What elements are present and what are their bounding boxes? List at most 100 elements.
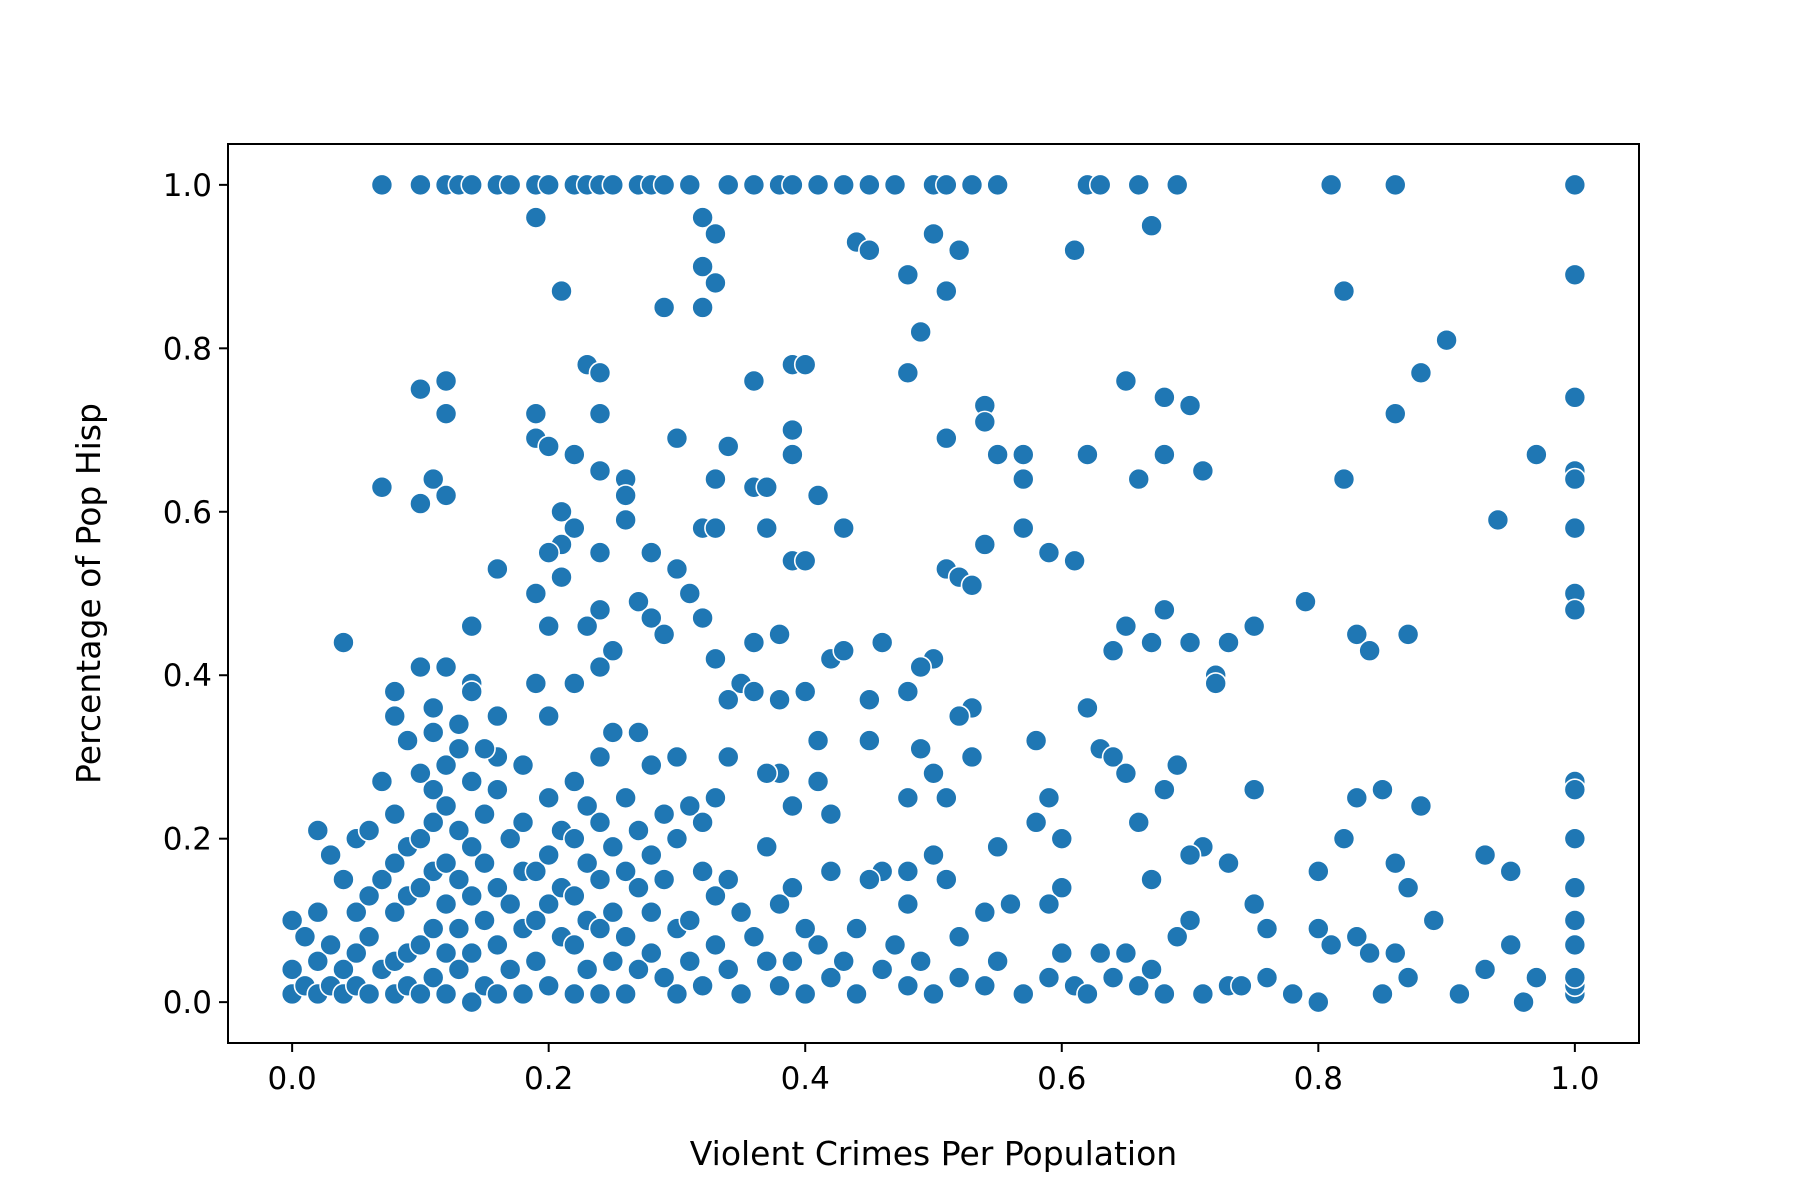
point (781, 794, 804, 818)
point (858, 688, 881, 712)
y-tick-label: 0.4 (163, 658, 212, 694)
point (1178, 394, 1202, 417)
point (1525, 443, 1548, 466)
point (498, 173, 522, 197)
point (1383, 173, 1407, 197)
point (409, 761, 432, 785)
point (691, 606, 714, 630)
point (1127, 811, 1151, 834)
point (768, 688, 791, 712)
point (691, 860, 714, 883)
point (1011, 467, 1035, 491)
point (1422, 909, 1446, 932)
point (845, 917, 868, 940)
point (1114, 369, 1138, 393)
point (678, 173, 702, 197)
point (447, 819, 471, 842)
point (1153, 982, 1176, 1006)
point (1230, 974, 1253, 998)
point (409, 173, 432, 197)
point (486, 704, 509, 728)
point (1435, 328, 1458, 352)
point (588, 811, 612, 834)
point (460, 835, 484, 859)
point (806, 484, 830, 507)
point (1024, 729, 1048, 752)
point (1383, 851, 1407, 875)
point (1037, 966, 1061, 989)
point (1563, 966, 1587, 989)
point (986, 835, 1009, 859)
point (1153, 598, 1176, 622)
point (704, 884, 727, 908)
point (1063, 549, 1086, 573)
point (601, 900, 625, 924)
point (537, 704, 560, 728)
point (1153, 386, 1176, 409)
point (896, 974, 920, 998)
point (781, 876, 804, 900)
point (563, 933, 586, 957)
point (742, 369, 766, 393)
point (1448, 982, 1471, 1006)
point (319, 843, 342, 867)
point (973, 410, 997, 434)
point (306, 900, 330, 924)
point (1563, 778, 1587, 801)
point (1563, 173, 1587, 197)
point (639, 606, 663, 630)
point (1332, 279, 1356, 303)
point (563, 516, 586, 540)
point (1332, 467, 1356, 491)
point (652, 173, 676, 197)
point (409, 492, 432, 515)
point (781, 418, 804, 442)
point (909, 320, 932, 344)
point (691, 974, 714, 998)
point (678, 582, 702, 605)
point (332, 631, 355, 654)
point (370, 475, 394, 499)
point (383, 680, 407, 703)
point (1563, 467, 1587, 491)
point (1140, 631, 1163, 654)
point (652, 868, 676, 891)
point (421, 917, 445, 940)
point (383, 851, 407, 875)
point (588, 402, 612, 426)
point (1409, 361, 1433, 385)
point (1345, 786, 1369, 810)
point (421, 696, 445, 720)
point (537, 435, 560, 458)
point (357, 819, 381, 842)
point (563, 982, 586, 1006)
point (1140, 868, 1163, 891)
point (409, 876, 432, 900)
point (935, 279, 958, 303)
point (473, 909, 496, 932)
point (460, 884, 484, 908)
point (704, 467, 727, 491)
point (665, 745, 689, 769)
point (806, 729, 830, 752)
point (319, 933, 342, 957)
point (344, 900, 368, 924)
point (678, 909, 702, 932)
point (370, 173, 394, 197)
point (755, 761, 779, 785)
point (306, 949, 330, 973)
point (716, 435, 740, 458)
point (434, 892, 458, 916)
point (858, 729, 881, 752)
point (550, 565, 573, 589)
point (691, 206, 714, 229)
point (1358, 639, 1381, 663)
point (332, 868, 355, 891)
point (1345, 623, 1369, 646)
point (832, 516, 856, 540)
point (986, 173, 1009, 197)
point (550, 279, 573, 303)
point (486, 778, 509, 801)
point (434, 369, 458, 393)
point (537, 541, 560, 564)
